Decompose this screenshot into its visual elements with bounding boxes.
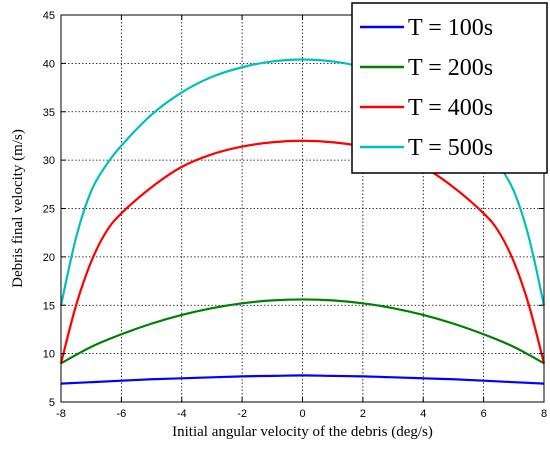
y-tick-label: 45	[43, 10, 55, 22]
y-tick-label: 30	[43, 155, 55, 167]
x-tick-label: 0	[299, 408, 305, 420]
x-tick-label: -6	[116, 408, 126, 420]
y-tick-label: 35	[43, 107, 55, 119]
x-tick-label: -8	[56, 408, 66, 420]
x-tick-label: 8	[541, 408, 547, 420]
x-tick-label: -2	[237, 408, 247, 420]
y-tick-label: 20	[43, 252, 55, 264]
legend-label-3: T = 400s	[408, 95, 493, 121]
y-tick-label: 10	[43, 349, 55, 361]
y-axis-label: Debris final velocity (m/s)	[10, 129, 26, 288]
x-tick-label: 2	[360, 408, 366, 420]
series-line-2	[60, 298, 545, 365]
tick-layer: -8 -6 -4 -2 0 2 4 6 8 5 10 15 20 25 30 35 40 45	[43, 10, 547, 420]
legend-label-4: T = 500s	[408, 135, 493, 161]
y-tick-label: 15	[43, 300, 55, 312]
legend: T = 100s T = 200s T = 400s T = 500s	[351, 2, 548, 174]
series-line-1	[60, 374, 545, 385]
legend-label-1: T = 100s	[408, 15, 493, 41]
x-tick-label: 4	[420, 408, 426, 420]
legend-box	[351, 2, 548, 174]
y-tick-label: 5	[49, 397, 55, 409]
x-tick-label: -4	[177, 408, 187, 420]
y-tick-label: 40	[43, 58, 55, 70]
x-tick-label: 6	[481, 408, 487, 420]
x-axis-label: Initial angular velocity of the debris (…	[172, 424, 433, 440]
series-line-3	[59, 139, 546, 364]
y-tick-label: 25	[43, 204, 55, 216]
legend-label-2: T = 200s	[408, 55, 493, 81]
